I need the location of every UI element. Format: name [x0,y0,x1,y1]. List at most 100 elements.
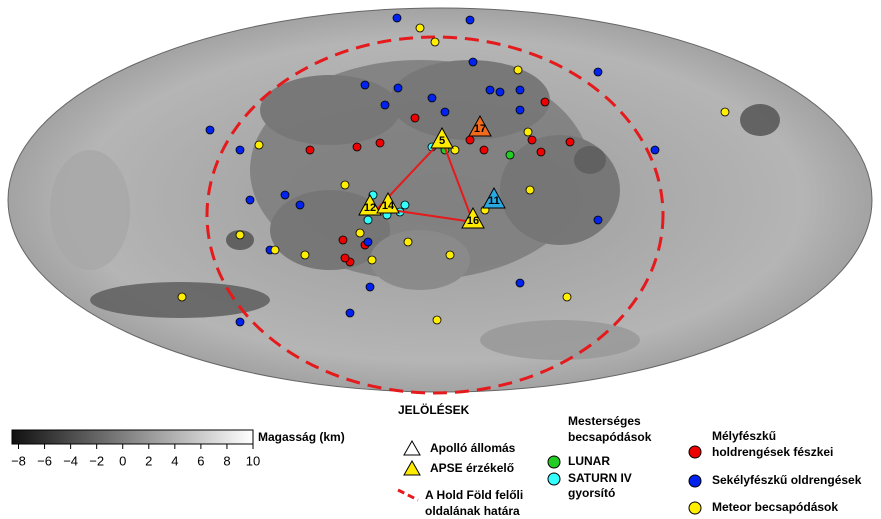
event-dot [246,196,254,204]
meteor-symbol [689,502,701,514]
station-label: 16 [467,215,479,227]
event-dot [433,316,441,324]
moon-surface [8,8,872,393]
legend-boundary: oldalának határa [425,504,520,518]
event-dot [178,293,186,301]
event-dot [541,98,549,106]
event-dot [296,201,304,209]
legend-title: JELÖLÉSEK [398,402,470,417]
event-dot [206,126,214,134]
legend-artificial-title: Mesterséges [568,414,641,428]
colorbar-label: Magasság (km) [258,430,345,444]
event-dot [441,108,449,116]
event-dot [594,216,602,224]
legend-saturn: SATURN IV [568,471,632,485]
event-dot [537,148,545,156]
legend-meteor: Meteor becsapódások [712,500,838,514]
legend-deep: holdrengések fészkei [712,445,833,459]
lunar-symbol [548,456,560,468]
event-dot [236,231,244,239]
station-label: 12 [364,202,376,214]
event-dot [306,146,314,154]
legend-apse: APSE érzékelő [430,461,514,475]
legend-lunar: LUNAR [568,454,610,468]
event-dot [466,136,474,144]
event-dot [528,136,536,144]
station-label: 14 [382,200,395,212]
colorbar-tick-label: 10 [246,453,260,468]
legend-shallow: Sekélyfészkű oldrengések [712,473,862,487]
event-dot [566,138,574,146]
event-dot [353,143,361,151]
event-dot [401,201,409,209]
apse-symbol [404,461,420,475]
event-dot [496,88,504,96]
event-dot [341,181,349,189]
colorbar-tick-label: 6 [197,453,204,468]
apollo-symbol [404,441,420,455]
colorbar-tick-label: −6 [37,453,52,468]
event-dot [516,86,524,94]
event-dot [393,14,401,22]
saturn-symbol [548,473,560,485]
event-dot [594,68,602,76]
event-dot [516,279,524,287]
event-dot [394,84,402,92]
shallow-symbol [689,475,701,487]
event-dot [506,151,514,159]
legend-deep: Mélyfészkű [712,429,776,443]
deep-symbol [689,446,701,458]
event-dot [469,58,477,66]
event-dot [524,128,532,136]
event-dot [376,139,384,147]
event-dot [514,66,522,74]
boundary-symbol [398,490,418,500]
legend-artificial-title: becsapódások [568,430,652,444]
legend-boundary: A Hold Föld felőli [425,488,523,502]
event-dot [721,108,729,116]
event-dot [651,146,659,154]
event-dot [356,229,364,237]
event-dot [416,24,424,32]
colorbar-tick-label: −2 [89,453,104,468]
colorbar-tick-label: 2 [145,453,152,468]
station-label: 5 [439,135,445,147]
legend-apollo: Apolló állomás [430,441,516,455]
colorbar-tick-label: 0 [119,453,126,468]
station-label: 11 [488,195,500,207]
event-dot [364,216,372,224]
event-dot [361,81,369,89]
event-dot [526,186,534,194]
event-dot [516,106,524,114]
event-dot [480,146,488,154]
event-dot [301,251,309,259]
event-dot [466,16,474,24]
event-dot [341,254,349,262]
event-dot [431,38,439,46]
event-dot [381,101,389,109]
event-dot [236,146,244,154]
colorbar-tick-label: −8 [11,453,26,468]
event-dot [486,86,494,94]
event-dot [339,236,347,244]
colorbar-tick-label: 8 [223,453,230,468]
station-label: 17 [474,123,486,135]
legend-saturn: gyorsító [568,486,615,500]
event-dot [271,246,279,254]
event-dot [428,94,436,102]
event-dot [364,238,372,246]
event-dot [368,256,376,264]
event-dot [563,293,571,301]
event-dot [255,141,263,149]
event-dot [281,191,289,199]
legend: JELÖLÉSEK Apolló állomás APSE érzékelő A… [398,402,862,518]
event-dot [236,318,244,326]
event-dot [404,238,412,246]
moon-map: 5 17 12 14 16 11 Magasság (km) −8 −6 −4 −2 0 2 4 6 8 1… [0,0,881,519]
event-dot [411,114,419,122]
event-dot [366,283,374,291]
colorbar: Magasság (km) −8 −6 −4 −2 0 2 4 6 8 10 [11,430,345,468]
colorbar-tick-label: 4 [171,453,178,468]
event-dot [346,309,354,317]
colorbar-tick-label: −4 [63,453,78,468]
